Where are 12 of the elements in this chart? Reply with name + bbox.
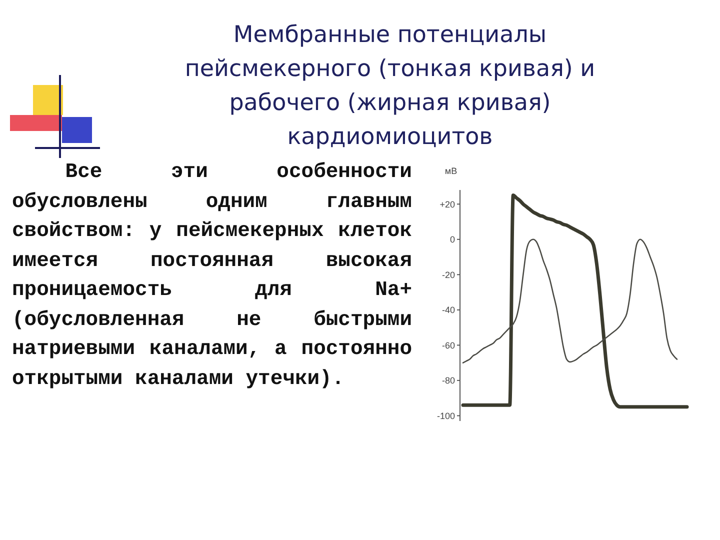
y-tick-label: -60 — [442, 340, 455, 350]
y-tick-label: -40 — [442, 305, 455, 316]
line-series — [461, 194, 689, 409]
y-tick-label: -20 — [442, 270, 455, 280]
y-axis-title: мВ — [444, 166, 458, 176]
chart-title: Мембранные потенциалы пейсмекерного (тонкая кривая) и рабочего (жирная кривая) кардиомиоцитов — [184, 22, 596, 150]
y-tick-label: -100 — [436, 410, 455, 421]
text: Все эти особенности обусловлены одним главным свойством: у пейсмекерных клеток имеется постоянная высокая проницаемость для Na+ (обусловленная не быстрыми натриевыми каналами, а постоянно открытыми каналами утечки). — [12, 160, 412, 392]
line-series — [462, 238, 678, 364]
y-tick-label: -80 — [442, 376, 455, 386]
y-tick-label: +20 — [440, 199, 455, 210]
y-tick-label: 0 — [450, 234, 455, 245]
